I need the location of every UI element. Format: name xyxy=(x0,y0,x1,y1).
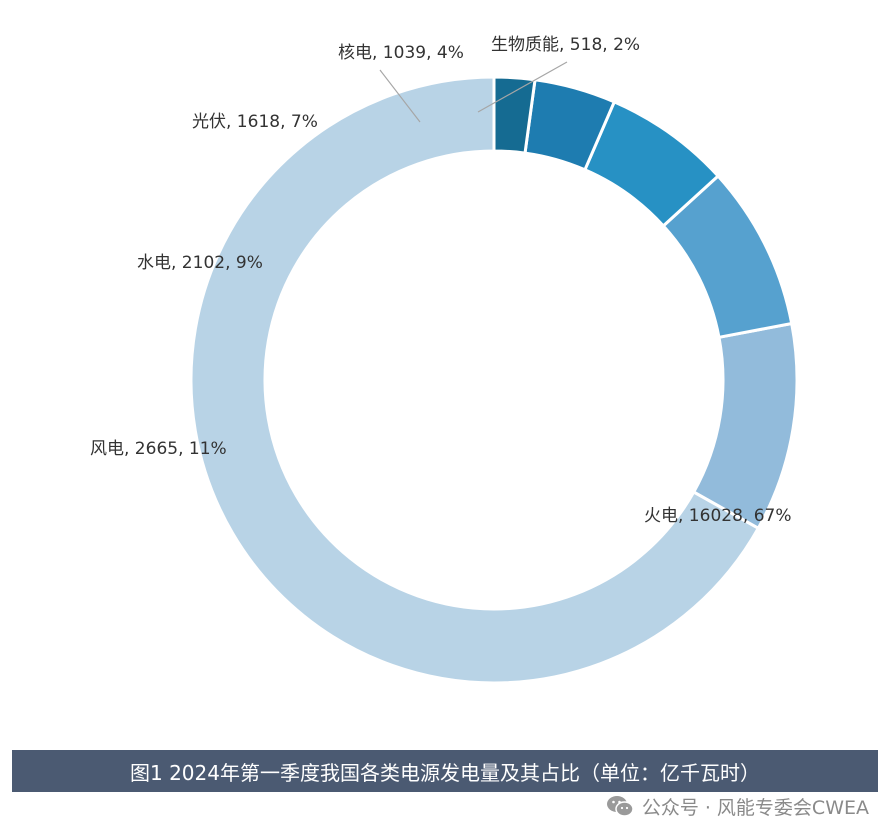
data-label-biomass: 生物质能, 518, 2% xyxy=(491,35,640,55)
leader-lines xyxy=(379,61,568,123)
leader-line-nuclear xyxy=(379,69,421,123)
leader-line-biomass xyxy=(477,61,568,113)
slice-thermal xyxy=(189,75,761,685)
data-labels: 火电, 16028, 67% 风电, 2665, 11% 水电, 2102, 9% 光… xyxy=(90,35,791,526)
data-label-nuclear: 核电, 1039, 4% xyxy=(338,43,464,63)
data-label-solar: 光伏, 1618, 7% xyxy=(192,112,318,132)
donut-chart: 火电, 16028, 67% 风电, 2665, 11% 水电, 2102, 9% 光… xyxy=(90,35,799,685)
wechat-icon xyxy=(606,796,634,817)
data-label-thermal: 火电, 16028, 67% xyxy=(644,506,791,526)
data-label-hydro: 水电, 2102, 9% xyxy=(137,253,263,273)
slice-wind xyxy=(691,321,799,531)
watermark-text: 公众号 · 风能专委会CWEA xyxy=(641,796,869,819)
slice-biomass xyxy=(492,75,537,155)
data-label-wind: 风电, 2665, 11% xyxy=(90,439,227,459)
watermark: 公众号 · 风能专委会CWEA xyxy=(606,790,869,822)
figure-caption: 图1 2024年第一季度我国各类电源发电量及其占比（单位：亿千瓦时） xyxy=(12,750,878,792)
donut-slices xyxy=(189,75,799,685)
caption-text: 图1 2024年第一季度我国各类电源发电量及其占比（单位：亿千瓦时） xyxy=(130,760,760,785)
